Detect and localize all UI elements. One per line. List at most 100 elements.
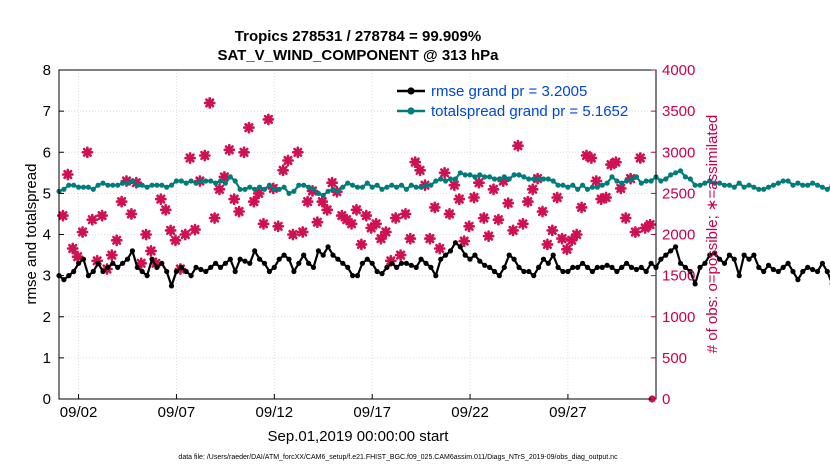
series-point xyxy=(619,180,625,186)
obs-assimilated-point xyxy=(110,234,123,247)
series-point xyxy=(154,182,160,188)
series-point xyxy=(428,264,434,270)
series-point xyxy=(120,260,126,266)
obs-assimilated-point xyxy=(575,201,588,214)
series-point xyxy=(139,268,145,275)
series-point xyxy=(765,184,772,190)
series-point xyxy=(702,180,708,186)
series-point xyxy=(565,268,571,275)
obs-assimilated-point xyxy=(433,242,446,255)
series-point xyxy=(168,283,175,289)
series-point xyxy=(164,184,170,190)
series-point xyxy=(731,256,737,262)
obs-assimilated-point xyxy=(404,232,417,245)
series-point xyxy=(330,186,336,192)
series-point xyxy=(232,178,238,184)
series-point xyxy=(369,184,375,190)
series-point xyxy=(227,174,233,180)
series-point xyxy=(589,184,596,190)
series-point xyxy=(790,268,796,275)
y-tick-label-left: 0 xyxy=(43,391,51,408)
series-point xyxy=(540,176,547,182)
series-point xyxy=(638,264,644,270)
series-point xyxy=(247,184,253,190)
series-point xyxy=(193,264,199,270)
series-point xyxy=(95,182,101,188)
series-point xyxy=(687,176,693,182)
series-point xyxy=(423,182,429,188)
series-point xyxy=(266,268,272,275)
series-point xyxy=(443,178,449,184)
series-point xyxy=(252,248,258,254)
obs-assimilated-point xyxy=(242,121,255,134)
series-point xyxy=(115,264,121,270)
obs-assimilated-point xyxy=(115,195,128,208)
series-point xyxy=(203,178,209,184)
obs-assimilated-point xyxy=(189,223,201,236)
series-point xyxy=(795,277,801,283)
series-point xyxy=(105,264,111,270)
series-point xyxy=(443,252,449,258)
series-point xyxy=(560,268,566,275)
series-point xyxy=(584,186,591,192)
obs-assimilated-point xyxy=(585,152,598,164)
series-point xyxy=(570,182,576,188)
series-point xyxy=(320,252,326,258)
series-point xyxy=(418,256,424,262)
obs-assimilated-point xyxy=(595,193,608,206)
series-point xyxy=(286,190,292,196)
obs-assimilated-point xyxy=(463,220,476,233)
obs-assimilated-point xyxy=(355,238,368,251)
obs-assimilated-point xyxy=(565,234,578,247)
series-point xyxy=(496,273,502,279)
series-point xyxy=(472,174,478,180)
series-point xyxy=(555,182,561,188)
obs-assimilated-point xyxy=(86,213,99,226)
series-point xyxy=(457,170,463,176)
legend: rmse grand pr = 3.2005 totalspread grand… xyxy=(397,83,628,120)
obs-assimilated-point xyxy=(428,201,441,214)
series-point xyxy=(521,174,527,180)
series-point xyxy=(80,256,87,262)
obs-assimilated-point xyxy=(311,216,324,229)
series-point xyxy=(408,262,414,268)
series-point xyxy=(580,182,586,188)
series-point xyxy=(491,176,498,182)
series-rmse xyxy=(56,240,830,289)
series-point xyxy=(800,268,806,275)
series-point xyxy=(384,184,390,190)
obs-assimilated-point xyxy=(301,195,314,208)
x-tick-label: 09/27 xyxy=(549,404,587,421)
obs-assimilated-point xyxy=(487,183,500,196)
obs-assimilated-point xyxy=(61,168,74,181)
series-point xyxy=(276,256,282,262)
series-point xyxy=(80,184,87,190)
series-point xyxy=(482,262,488,268)
obs-assimilated-point xyxy=(497,175,510,187)
x-axis-label: Sep.01,2019 00:00:00 start xyxy=(268,428,450,445)
series-point xyxy=(565,184,571,190)
obs-assimilated-point xyxy=(76,226,89,238)
series-point xyxy=(663,252,669,258)
series-point xyxy=(66,182,72,188)
series-point xyxy=(628,264,635,270)
series-point xyxy=(487,174,493,180)
series-point xyxy=(159,182,165,188)
series-point xyxy=(325,244,331,250)
obs-assimilated-point xyxy=(335,209,348,222)
obs-assimilated-point xyxy=(448,179,461,192)
obs-assimilated-point xyxy=(634,152,647,164)
series-point xyxy=(658,256,664,262)
obs-assimilated-point xyxy=(423,232,436,245)
series-point xyxy=(516,172,522,178)
series-point xyxy=(785,260,791,266)
obs-assimilated-point xyxy=(365,221,378,234)
series-point xyxy=(687,268,693,275)
series-point xyxy=(242,186,248,192)
obs-assimilated-point xyxy=(130,176,143,189)
series-point xyxy=(330,252,336,258)
obs-assimilated-point xyxy=(438,166,451,179)
y-tick-label-right: 1000 xyxy=(662,309,695,326)
series-point xyxy=(609,264,615,270)
obs-assimilated-point xyxy=(477,212,490,224)
